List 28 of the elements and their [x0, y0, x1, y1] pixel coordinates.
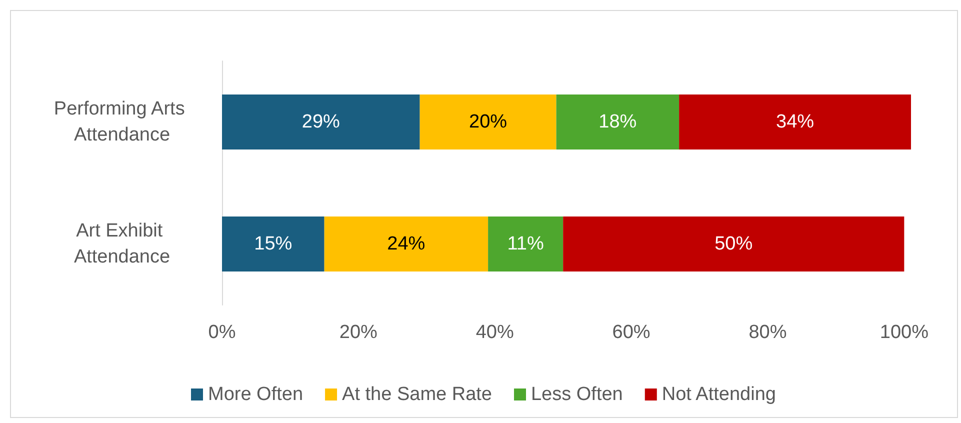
y-tick-label: Art Exhibit Attendance	[74, 220, 170, 268]
legend-label: Less Often	[530, 384, 623, 405]
bar	[324, 216, 488, 272]
data-label: 50%	[714, 234, 753, 254]
x-tick-label: 80%	[748, 322, 787, 343]
data-label: 24%	[387, 234, 426, 254]
bar	[420, 94, 556, 150]
data-label: 29%	[302, 112, 340, 132]
x-tick-label: 0%	[208, 322, 236, 343]
bar	[563, 216, 904, 272]
data-label: 11%	[507, 234, 544, 254]
bar	[222, 94, 420, 150]
x-tick-label: 60%	[612, 322, 650, 343]
bar	[488, 216, 564, 272]
x-tick-label: 40%	[476, 322, 514, 343]
x-tick-label: 20%	[339, 322, 378, 343]
data-label: 18%	[598, 112, 637, 132]
bar	[222, 216, 324, 272]
bar	[556, 94, 680, 150]
data-label: 34%	[776, 112, 814, 132]
y-tick-label: Performing Arts Attendance	[54, 98, 190, 146]
data-label: 15%	[254, 234, 292, 254]
legend-label: Not Attending	[662, 384, 776, 405]
x-tick-label: 100%	[880, 322, 929, 343]
bar	[679, 94, 911, 150]
data-label: 20%	[469, 112, 508, 132]
legend-label: At the Same Rate	[342, 384, 492, 405]
legend-label: More Often	[208, 384, 304, 405]
